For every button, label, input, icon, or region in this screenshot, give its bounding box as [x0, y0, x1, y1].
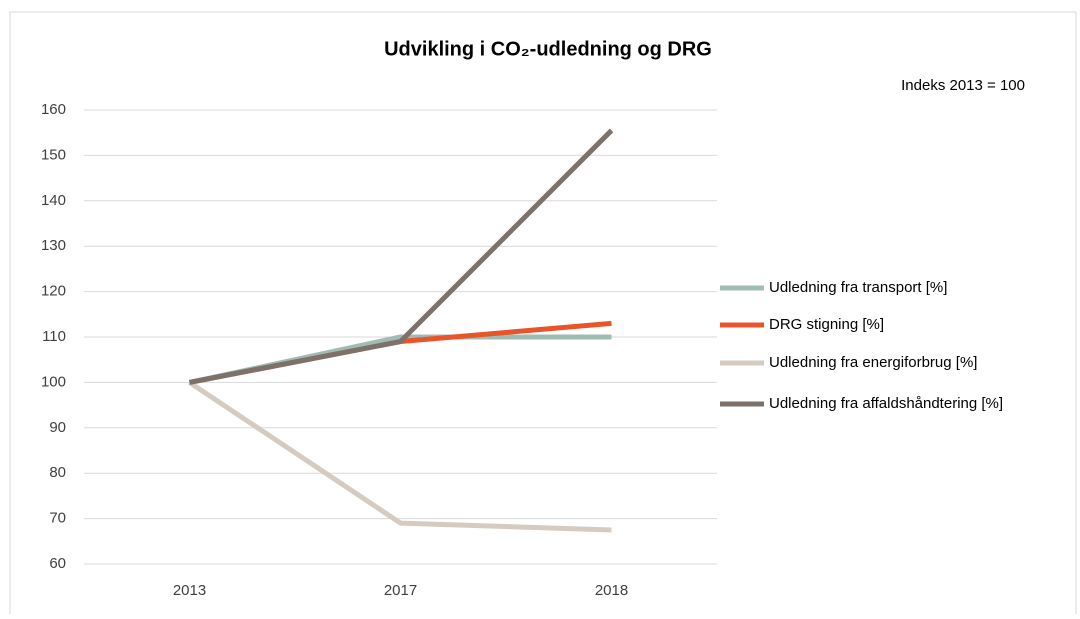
legend-label: Udledning fra energiforbrug [%] [769, 354, 977, 371]
x-tick-label: 2017 [384, 582, 417, 599]
y-tick-label: 120 [41, 283, 66, 300]
y-tick-label: 110 [42, 328, 66, 345]
y-tick-label: 90 [49, 419, 66, 436]
y-tick-label: 150 [41, 146, 66, 163]
y-tick-label: 160 [41, 101, 66, 118]
chart-border [9, 11, 1077, 619]
series-line [189, 320, 612, 385]
legend-label: Udledning fra transport [%] [769, 279, 947, 296]
legend-label: DRG stigning [%] [769, 316, 884, 333]
y-tick-label: 100 [41, 373, 66, 390]
y-tick-label: 80 [49, 464, 66, 481]
y-tick-label: 60 [49, 555, 66, 572]
series-line [189, 128, 614, 385]
annotation: Indeks 2013 = 100 [901, 77, 1025, 94]
x-tick-label: 2018 [595, 582, 628, 599]
chart-title: Udvikling i CO₂-udledning og DRG [384, 38, 712, 60]
x-tick-label: 2013 [173, 582, 206, 599]
series-line [188, 380, 612, 533]
legend-label: Udledning fra affaldshåndtering [%] [769, 395, 1003, 412]
y-tick-label: 140 [41, 192, 66, 209]
y-tick-label: 70 [49, 510, 66, 527]
y-tick-label: 130 [41, 237, 66, 254]
